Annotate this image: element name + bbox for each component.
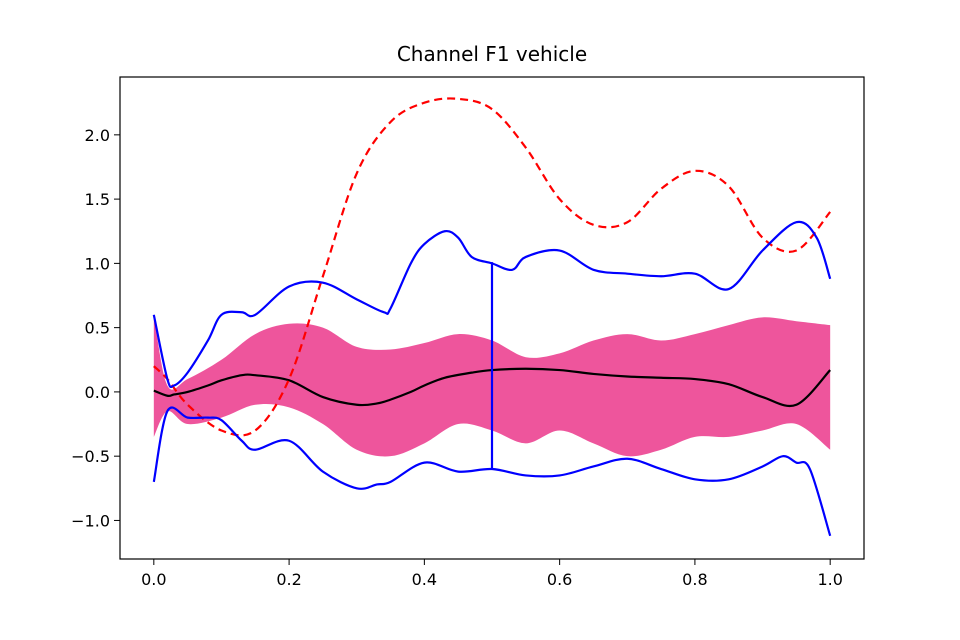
plot-frame (119, 76, 865, 560)
y-axis: −1.0 −0.5 0.0 0.5 1.0 1.5 2.0 (71, 126, 120, 530)
y-tick-label: 2.0 (85, 126, 110, 145)
series-line-upper-envelope (152, 220, 832, 389)
x-tick-label: 0.2 (276, 570, 301, 589)
x-tick-label: 0.4 (412, 570, 437, 589)
y-tick-label: −1.0 (71, 511, 110, 530)
x-axis: 0.0 0.2 0.4 0.6 0.8 1.0 (141, 559, 843, 589)
x-tick-label: 1.0 (817, 570, 842, 589)
x-tick-label: 0.0 (141, 570, 166, 589)
series-line-mean (153, 367, 831, 408)
x-tick-label: 0.8 (682, 570, 707, 589)
chart-title: Channel F1 vehicle (397, 42, 587, 66)
x-tick-label: 0.6 (547, 570, 572, 589)
y-tick-label: 1.0 (85, 254, 110, 273)
y-tick-label: 0.0 (85, 383, 110, 402)
y-tick-label: −0.5 (71, 447, 110, 466)
plot-area (152, 97, 832, 537)
series-line-lower-envelope (152, 406, 832, 537)
y-tick-label: 1.5 (85, 190, 110, 209)
series-line-dashed (153, 97, 832, 437)
y-tick-label: 0.5 (85, 319, 110, 338)
